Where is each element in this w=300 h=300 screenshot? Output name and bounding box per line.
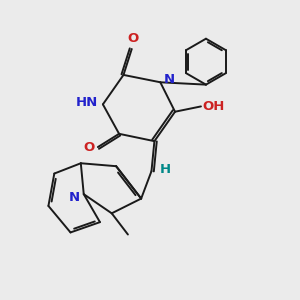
Text: OH: OH bbox=[202, 100, 225, 113]
Text: H: H bbox=[160, 163, 171, 176]
Text: N: N bbox=[164, 74, 175, 86]
Text: HN: HN bbox=[76, 96, 98, 110]
Text: N: N bbox=[69, 190, 80, 204]
Text: O: O bbox=[128, 32, 139, 46]
Text: O: O bbox=[83, 141, 94, 154]
